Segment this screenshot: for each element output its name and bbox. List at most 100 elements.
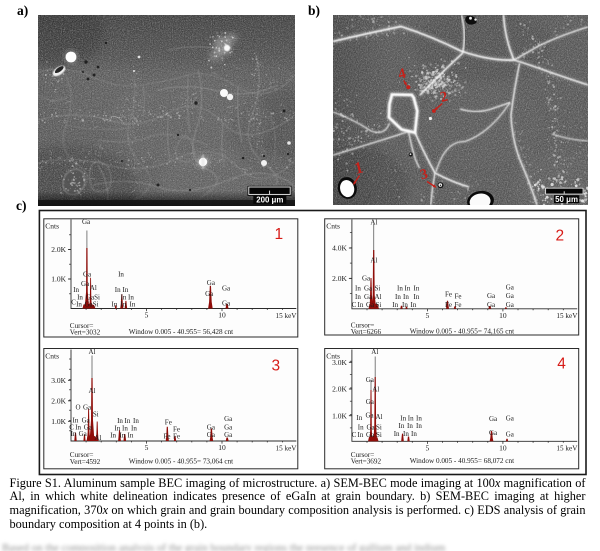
svg-text:2.0K: 2.0K (332, 385, 347, 394)
svg-text:In: In (395, 293, 401, 301)
svg-text:Vert=6266: Vert=6266 (351, 328, 382, 336)
svg-text:In: In (115, 286, 121, 294)
svg-text:In: In (133, 417, 139, 425)
svg-text:Fe: Fe (164, 432, 171, 440)
svg-text:In: In (128, 432, 134, 440)
svg-text:Al: Al (89, 387, 96, 395)
svg-text:Ga: Ga (83, 270, 92, 278)
svg-text:Ga: Ga (487, 292, 496, 300)
svg-text:In: In (115, 425, 121, 433)
svg-text:200 μm: 200 μm (256, 196, 283, 205)
svg-text:2.0K: 2.0K (332, 274, 347, 283)
svg-text:5: 5 (145, 443, 149, 452)
svg-text:In: In (128, 293, 134, 301)
svg-text:5: 5 (145, 311, 149, 320)
svg-text:15 keV: 15 keV (556, 445, 578, 453)
svg-text:Ga: Ga (506, 292, 515, 300)
svg-text:In: In (123, 286, 129, 294)
svg-text:Ga: Ga (224, 415, 233, 423)
svg-text:In: In (414, 293, 420, 301)
svg-text:Ga: Ga (85, 300, 94, 308)
svg-text:10: 10 (499, 311, 507, 320)
svg-text:2: 2 (439, 89, 450, 106)
svg-text:In: In (397, 285, 403, 293)
svg-text:C: C (352, 301, 357, 309)
svg-text:In: In (75, 424, 81, 432)
svg-text:In: In (121, 293, 127, 301)
svg-text:15 keV: 15 keV (276, 444, 298, 452)
svg-text:Ga: Ga (367, 424, 376, 432)
svg-text:Ga: Ga (222, 284, 231, 292)
svg-text:Ga: Ga (207, 279, 216, 287)
svg-text:3: 3 (272, 357, 281, 374)
svg-text:Ga: Ga (506, 284, 515, 292)
svg-text:15 keV: 15 keV (276, 312, 298, 320)
svg-text:2: 2 (556, 227, 565, 244)
svg-text:Cursor=: Cursor= (351, 321, 375, 329)
svg-text:4: 4 (397, 66, 408, 83)
svg-text:In: In (356, 414, 362, 422)
svg-text:Fe: Fe (173, 425, 180, 433)
svg-text:Ga: Ga (224, 424, 233, 432)
svg-text:Fe: Fe (165, 419, 172, 427)
svg-text:In: In (130, 300, 136, 308)
svg-text:In: In (355, 293, 361, 301)
svg-text:In: In (358, 431, 364, 439)
svg-text:In: In (402, 301, 408, 309)
svg-text:Ga: Ga (506, 414, 515, 422)
svg-text:Ga: Ga (224, 431, 233, 439)
svg-text:Al: Al (89, 348, 96, 356)
svg-text:Fe: Fe (445, 301, 452, 309)
svg-text:Fe: Fe (173, 432, 180, 440)
svg-text:In: In (394, 430, 400, 438)
svg-text:In: In (117, 417, 123, 425)
svg-text:4: 4 (557, 356, 566, 373)
svg-text:In: In (411, 301, 417, 309)
svg-text:Fe: Fe (455, 301, 462, 309)
svg-text:Fe: Fe (455, 293, 462, 301)
svg-text:Ga: Ga (506, 431, 515, 439)
svg-text:Ga: Ga (506, 301, 515, 309)
svg-text:15 keV: 15 keV (556, 312, 578, 320)
svg-text:10: 10 (218, 311, 226, 320)
svg-text:Si: Si (375, 285, 381, 293)
svg-text:Ga: Ga (489, 429, 498, 437)
svg-text:3: 3 (419, 166, 430, 183)
svg-text:Si: Si (94, 293, 100, 301)
svg-text:In: In (400, 414, 406, 422)
svg-text:Window 0.005 - 40.955= 56,428: Window 0.005 - 40.955= 56,428 cnt (129, 328, 233, 336)
svg-text:In: In (112, 300, 118, 308)
svg-text:C: C (71, 299, 76, 307)
svg-text:Ga: Ga (81, 280, 90, 288)
svg-text:5: 5 (426, 443, 430, 452)
svg-text:Al: Al (371, 348, 378, 356)
svg-text:In: In (121, 300, 127, 308)
svg-text:Ga: Ga (364, 293, 373, 301)
svg-text:Si: Si (93, 410, 99, 418)
svg-text:Ga: Ga (207, 431, 216, 439)
svg-text:Ga: Ga (222, 300, 231, 308)
svg-text:2.0K: 2.0K (51, 245, 66, 254)
svg-text:In: In (414, 285, 420, 293)
svg-text:10: 10 (218, 443, 226, 452)
svg-text:In: In (77, 293, 83, 301)
svg-text:In: In (416, 414, 422, 422)
svg-text:O: O (76, 403, 81, 411)
svg-text:In: In (73, 286, 79, 294)
svg-text:Ga: Ga (364, 285, 373, 293)
svg-text:1.0K: 1.0K (51, 417, 66, 426)
svg-text:Ga: Ga (83, 403, 92, 411)
svg-text:3.0K: 3.0K (332, 358, 347, 367)
svg-text:C: C (69, 424, 74, 432)
svg-text:Al: Al (375, 293, 382, 301)
svg-text:Si: Si (376, 431, 382, 439)
svg-text:In: In (358, 301, 364, 309)
svg-text:Al: Al (370, 257, 377, 265)
svg-text:In: In (405, 285, 411, 293)
svg-text:1.0K: 1.0K (332, 411, 347, 420)
svg-text:In: In (110, 432, 116, 440)
svg-text:In: In (73, 416, 79, 424)
svg-text:In: In (403, 430, 409, 438)
svg-text:Cursor=: Cursor= (70, 451, 94, 459)
svg-text:Vert=3032: Vert=3032 (70, 329, 101, 337)
